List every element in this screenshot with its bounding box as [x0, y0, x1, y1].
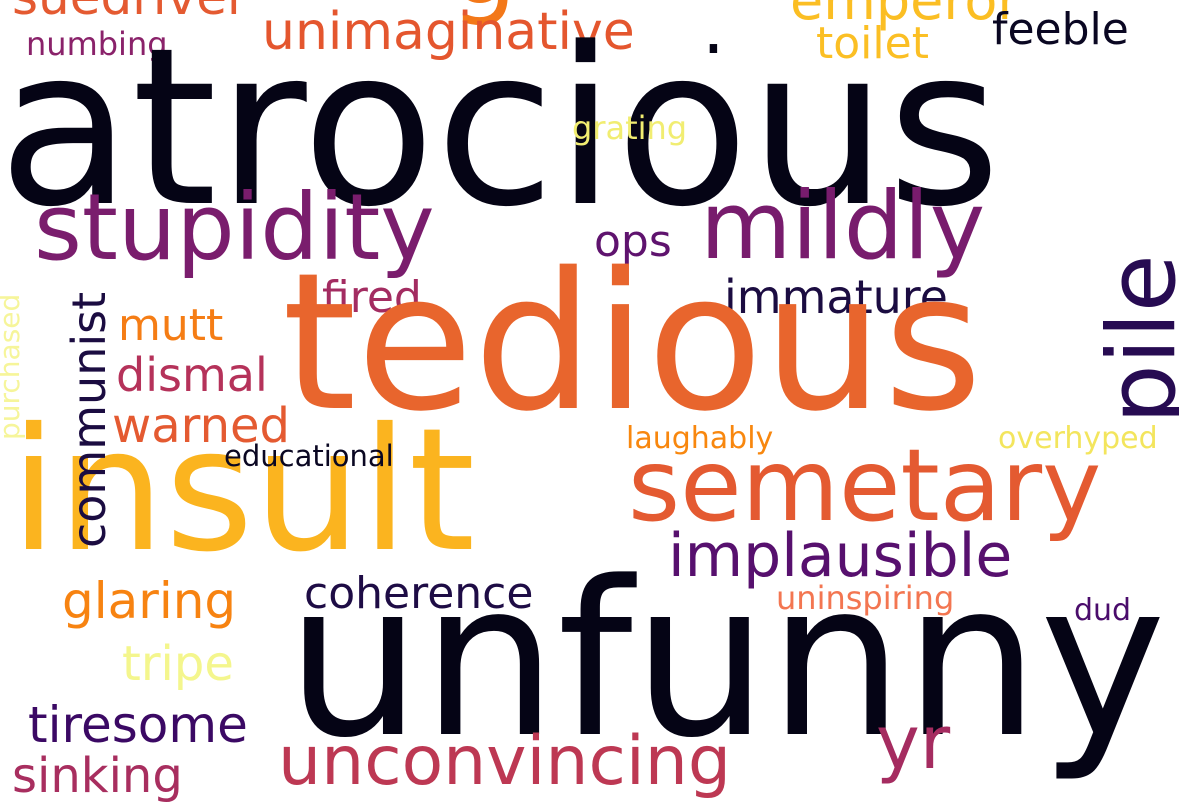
word-tedious: tedious [282, 232, 983, 453]
word-unconvincing: unconvincing [278, 722, 732, 801]
word-mutt: mutt [118, 300, 224, 351]
word-insult: insult [10, 392, 476, 590]
word-semetary: semetary [628, 427, 1102, 544]
word-mildly: mildly [700, 172, 986, 281]
word-sinking: sinking [12, 748, 183, 803]
word-fired: fired [322, 272, 422, 323]
word-dud: dud [1074, 593, 1132, 628]
word-dismal: dismal [116, 348, 268, 402]
word-toilet: toilet [816, 18, 929, 69]
word-unfunny: unfunny [286, 536, 1167, 785]
word-feeble: feeble [992, 4, 1129, 55]
word-stupidity: stupidity [34, 174, 435, 281]
word-coherence: coherence [304, 568, 534, 619]
word-uninspiring: uninspiring [776, 579, 955, 617]
word-communist: communist [62, 291, 116, 548]
word-pile: pile [1088, 254, 1179, 424]
word-emperor: emperor [790, 0, 1020, 32]
word-overhyped: overhyped [998, 421, 1158, 456]
word-purchased: purchased [0, 293, 26, 440]
word-dot: . [702, 0, 725, 70]
word-glaring: glaring [62, 572, 237, 630]
word-tiresome: tiresome [28, 696, 248, 754]
word-numbing: numbing [26, 25, 168, 63]
word-educational: educational [224, 439, 394, 473]
word-tripe: tripe [122, 636, 234, 692]
word-atrocious: atrocious [0, 2, 1001, 255]
word-laughably: laughably [626, 421, 774, 456]
word-grating: grating [572, 109, 688, 147]
word-ops: ops [594, 216, 672, 267]
word-warned: warned [112, 398, 290, 454]
word-immature: immature [724, 270, 948, 324]
word-g: g [450, 0, 517, 20]
word-implausible: implausible [668, 521, 1013, 591]
word-suedriver: suedriver [12, 0, 248, 22]
word-yr: yr [876, 700, 951, 786]
word-unimaginative: unimaginative [262, 2, 635, 62]
